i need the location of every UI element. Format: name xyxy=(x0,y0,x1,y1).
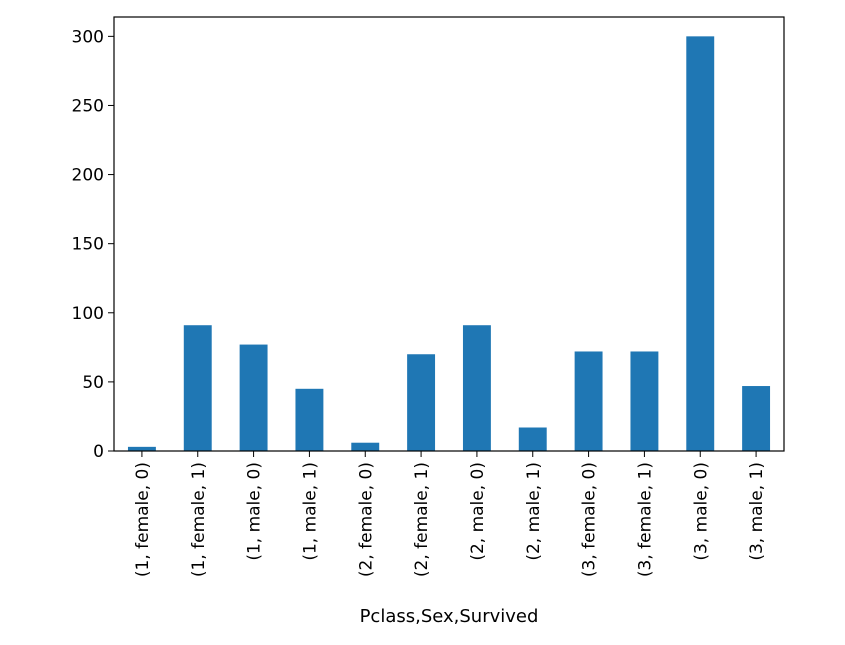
bar xyxy=(686,36,715,451)
y-axis: 0 50 100 150 200 250 300 xyxy=(72,27,114,462)
bar xyxy=(183,325,212,451)
x-tick-label: (1, male, 0) xyxy=(245,462,265,561)
plot-frame xyxy=(113,16,785,452)
plot-background xyxy=(114,17,784,451)
bar xyxy=(742,386,771,451)
x-tick-label: (1, female, 0) xyxy=(133,462,153,577)
bar xyxy=(462,325,491,451)
x-tick-label: (3, male, 0) xyxy=(691,462,711,561)
x-tick-label: (3, female, 0) xyxy=(580,462,600,577)
x-tick-label: (2, male, 0) xyxy=(468,462,488,561)
x-tick-label: (1, female, 1) xyxy=(189,462,209,577)
x-tick-label: (1, male, 1) xyxy=(300,462,320,561)
x-tick-label: (3, male, 1) xyxy=(747,462,767,561)
x-tick-label: (2, female, 1) xyxy=(412,462,432,577)
x-tick-label: (2, female, 0) xyxy=(356,462,376,577)
bar xyxy=(407,354,436,451)
bar xyxy=(630,351,659,451)
x-axis: (1, female, 0) (1, female, 1) (1, male, 0)… xyxy=(133,451,767,577)
bar xyxy=(574,351,603,451)
bar xyxy=(127,446,156,451)
bar xyxy=(239,344,268,451)
y-tick-label: 200 xyxy=(72,166,104,186)
y-tick-label: 100 xyxy=(72,304,104,324)
y-tick-label: 250 xyxy=(72,96,104,116)
y-tick-label: 150 xyxy=(72,235,104,255)
y-tick-label: 300 xyxy=(72,27,104,47)
y-tick-label: 0 xyxy=(93,442,104,462)
bars-group xyxy=(127,36,771,451)
bar xyxy=(518,427,547,451)
x-tick-label: (3, female, 1) xyxy=(635,462,655,577)
x-tick-label: (2, male, 1) xyxy=(524,462,544,561)
bar xyxy=(295,388,324,451)
y-tick-label: 50 xyxy=(82,373,104,393)
x-axis-title: Pclass,Sex,Survived xyxy=(360,606,539,627)
bar xyxy=(351,442,380,451)
